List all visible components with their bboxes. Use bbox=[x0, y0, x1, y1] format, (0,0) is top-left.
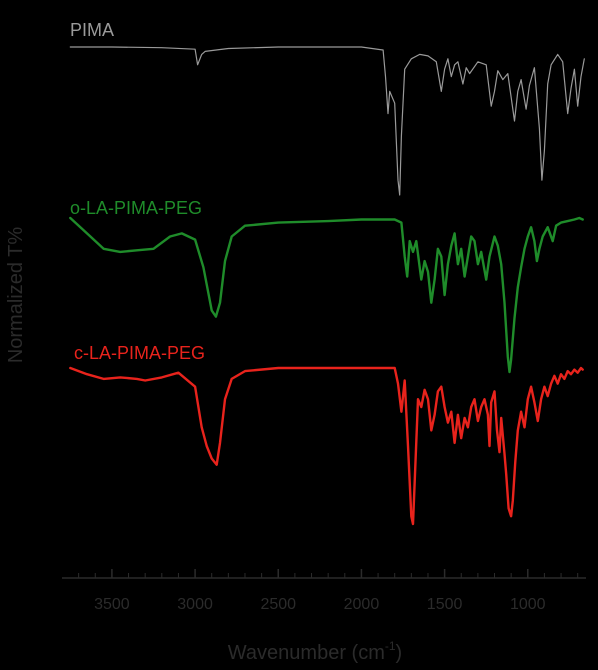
x-tick-label: 1500 bbox=[427, 596, 463, 613]
x-tick-layer: 3500 3000 2500 2000 1500 1000 bbox=[78, 569, 579, 613]
x-axis-label-close: ) bbox=[396, 642, 403, 664]
x-tick-label: 3000 bbox=[177, 596, 213, 613]
series-line-c-la-pima-peg bbox=[69, 366, 584, 526]
x-axis-label-text: Wavenumber (cm bbox=[228, 642, 385, 664]
series-line-o-la-pima-peg bbox=[69, 216, 584, 374]
series-line-pima bbox=[69, 46, 585, 196]
x-tick-label: 2000 bbox=[344, 596, 380, 613]
series-label-pima: PIMA bbox=[70, 20, 114, 40]
x-tick-label: 3500 bbox=[94, 596, 130, 613]
x-tick-label: 1000 bbox=[510, 596, 546, 613]
series-label-c-la-pima-peg: c-LA-PIMA-PEG bbox=[74, 343, 205, 363]
series-layer bbox=[69, 46, 585, 526]
y-axis-label: Normalized T% bbox=[5, 227, 27, 364]
series-label-o-la-pima-peg: o-LA-PIMA-PEG bbox=[70, 198, 202, 218]
x-axis-label-superscript: -1 bbox=[385, 639, 396, 653]
x-tick-label: 2500 bbox=[260, 596, 296, 613]
x-axis-label: Wavenumber (cm-1) bbox=[228, 639, 402, 664]
